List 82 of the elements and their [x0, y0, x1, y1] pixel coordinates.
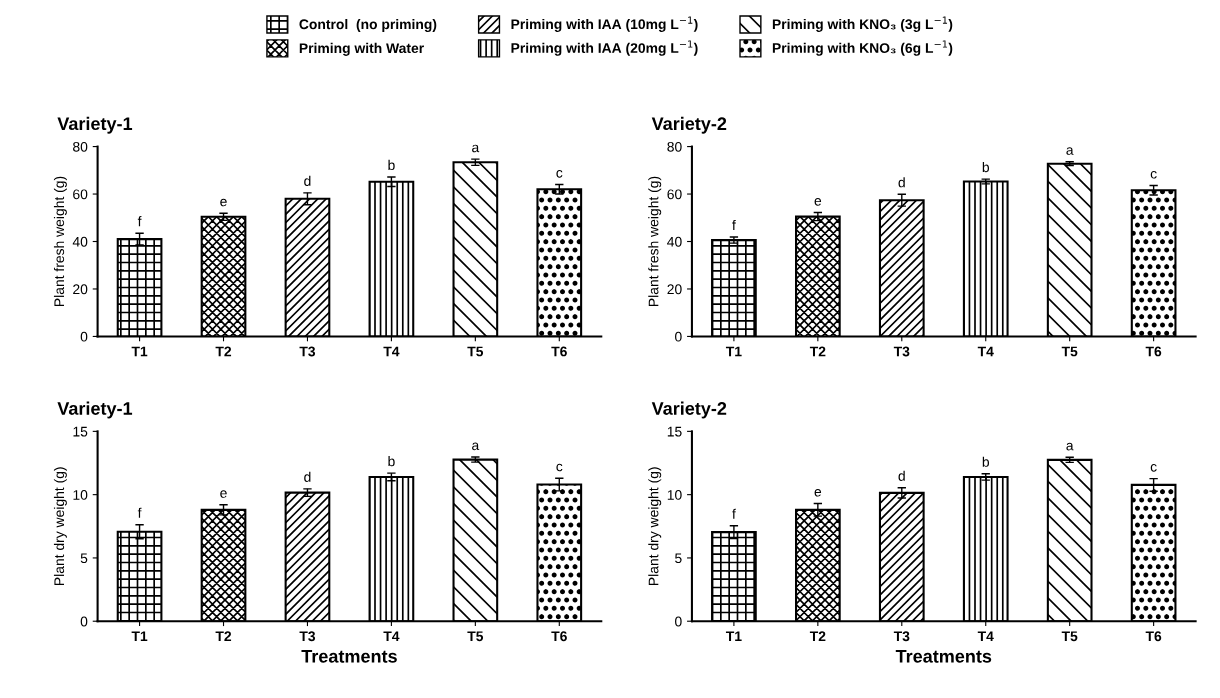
annotation: c	[556, 463, 563, 472]
x-axis-title: Treatments	[895, 650, 992, 663]
annotation: e	[220, 198, 227, 207]
annotation: c	[1150, 464, 1157, 472]
y-tick-label: 10	[667, 489, 682, 500]
x-tick-label: T4	[383, 631, 400, 642]
x-tick-label: T4	[977, 346, 994, 357]
x-tick-label: T3	[299, 346, 316, 357]
x-tick-label: T3	[893, 631, 910, 642]
y-tick-label: 80	[73, 141, 88, 152]
annotation: f	[137, 507, 142, 518]
y-tick-label: 60	[667, 189, 682, 200]
y-tick-label: 5	[80, 553, 88, 564]
x-tick-label: T5	[1061, 346, 1078, 357]
legend-label: Priming with IAA (10mg L$^{−1}$)	[511, 16, 698, 32]
annotation: f	[137, 216, 142, 227]
y-tick-label: 20	[73, 284, 88, 295]
y-tick-label: 0	[675, 331, 682, 342]
x-tick-label: T4	[383, 346, 400, 357]
annotation: b	[982, 161, 990, 173]
chart-title: Variety-2	[651, 116, 727, 134]
y-tick-label: 15	[73, 426, 88, 437]
y-axis-title: Plant dry weight (g)	[53, 467, 67, 585]
legend-label: Priming with Water	[299, 42, 424, 56]
x-tick-label: T1	[131, 346, 148, 357]
y-tick-label: 15	[667, 426, 682, 437]
chart-title: Variety-1	[57, 401, 133, 419]
annotation: b	[388, 159, 395, 171]
y-tick-label: 0	[675, 616, 682, 627]
annotation: a	[472, 442, 480, 451]
annotation: d	[898, 470, 905, 481]
y-tick-label: 0	[80, 331, 88, 342]
x-tick-label: T6	[1145, 346, 1162, 357]
annotation: e	[220, 490, 227, 498]
annotation: f	[732, 219, 736, 230]
x-tick-label: T6	[1145, 631, 1162, 642]
annotation: d	[304, 471, 311, 482]
chart-title: Variety-1	[57, 116, 133, 134]
legend-label: Priming with IAA (20mg L$^{−1}$)	[511, 40, 698, 56]
y-axis-title: Plant fresh weight (g)	[648, 176, 662, 306]
annotation: c	[1150, 170, 1157, 179]
annotation: e	[814, 198, 822, 206]
x-tick-label: T2	[809, 631, 826, 642]
x-tick-label: T5	[1061, 631, 1078, 642]
annotation: b	[982, 456, 990, 467]
x-tick-label: T2	[809, 346, 826, 357]
x-tick-label: T3	[893, 346, 910, 357]
x-tick-label: T2	[215, 631, 232, 642]
chart-title: Variety-2	[651, 401, 727, 419]
annotation: f	[732, 508, 736, 519]
annotation: e	[814, 488, 822, 497]
y-tick-label: 10	[73, 489, 88, 500]
annotation: a	[472, 144, 480, 153]
y-tick-label: 60	[73, 189, 88, 200]
x-tick-label: T5	[467, 631, 484, 642]
legend-label: Priming with KNO₃ (6g L$^{−1}$)	[772, 40, 953, 56]
legend-label: Control (no priming)	[299, 18, 437, 32]
annotation: d	[898, 177, 905, 188]
annotation: b	[388, 456, 395, 467]
legend-label: Priming with KNO₃ (3g L$^{−1}$)	[772, 16, 953, 32]
annotation: a	[1066, 442, 1074, 451]
x-tick-label: T6	[551, 346, 567, 357]
x-tick-label: T5	[467, 346, 484, 357]
annotation: c	[556, 170, 563, 178]
annotation: d	[304, 175, 311, 186]
y-tick-label: 0	[80, 616, 88, 627]
x-tick-label: T6	[551, 631, 567, 642]
y-tick-label: 80	[667, 141, 682, 152]
x-tick-label: T2	[215, 346, 232, 357]
x-tick-label: T3	[299, 631, 316, 642]
x-tick-label: T1	[725, 346, 742, 357]
y-tick-label: 40	[72, 236, 88, 247]
x-tick-label: T1	[725, 631, 742, 642]
y-axis-title: Plant dry weight (g)	[648, 467, 662, 585]
annotation: a	[1066, 147, 1074, 155]
y-tick-label: 5	[675, 553, 682, 564]
y-tick-label: 40	[667, 236, 682, 247]
x-tick-label: T4	[977, 631, 994, 642]
y-tick-label: 20	[667, 284, 682, 295]
x-tick-label: T1	[131, 631, 148, 642]
y-axis-title: Plant fresh weight (g)	[53, 176, 67, 306]
x-axis-title: Treatments	[301, 650, 397, 663]
